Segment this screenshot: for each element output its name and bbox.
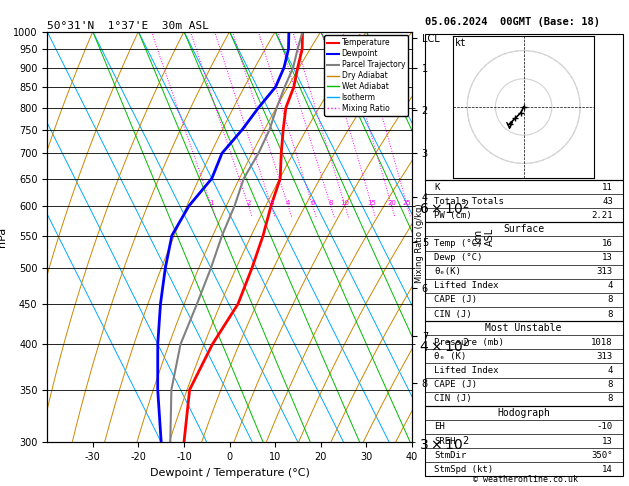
Text: 10: 10 [340, 200, 350, 206]
Text: StmDir: StmDir [435, 451, 467, 460]
Text: Lifted Index: Lifted Index [435, 366, 499, 375]
Text: K: K [435, 183, 440, 191]
Text: PW (cm): PW (cm) [435, 211, 472, 220]
Text: 14: 14 [602, 465, 613, 474]
Text: Mixing Ratio (g/kg): Mixing Ratio (g/kg) [415, 203, 424, 283]
Text: CIN (J): CIN (J) [435, 394, 472, 403]
Text: Dewp (°C): Dewp (°C) [435, 253, 483, 262]
Text: 6: 6 [310, 200, 315, 206]
Text: 15: 15 [367, 200, 376, 206]
Text: θₑ(K): θₑ(K) [435, 267, 461, 276]
Text: 43: 43 [602, 197, 613, 206]
Text: 313: 313 [597, 352, 613, 361]
Text: 16: 16 [602, 239, 613, 248]
Text: EH: EH [435, 422, 445, 432]
Text: 25: 25 [403, 200, 411, 206]
Text: 8: 8 [608, 310, 613, 318]
Text: 2: 2 [247, 200, 250, 206]
Text: Totals Totals: Totals Totals [435, 197, 504, 206]
Text: 8: 8 [608, 380, 613, 389]
Text: kt: kt [455, 38, 466, 48]
Text: 20: 20 [387, 200, 396, 206]
Text: Hodograph: Hodograph [497, 408, 550, 418]
Text: 2.21: 2.21 [591, 211, 613, 220]
Text: CAPE (J): CAPE (J) [435, 295, 477, 304]
Text: Temp (°C): Temp (°C) [435, 239, 483, 248]
Text: 8: 8 [608, 394, 613, 403]
Text: 50°31'N  1°37'E  30m ASL: 50°31'N 1°37'E 30m ASL [47, 21, 209, 31]
Text: StmSpd (kt): StmSpd (kt) [435, 465, 494, 474]
Text: Pressure (mb): Pressure (mb) [435, 338, 504, 347]
X-axis label: Dewpoint / Temperature (°C): Dewpoint / Temperature (°C) [150, 468, 309, 478]
Text: 13: 13 [602, 253, 613, 262]
Text: 1018: 1018 [591, 338, 613, 347]
Text: 313: 313 [597, 267, 613, 276]
Text: 3: 3 [269, 200, 274, 206]
Text: 4: 4 [608, 281, 613, 290]
Legend: Temperature, Dewpoint, Parcel Trajectory, Dry Adiabat, Wet Adiabat, Isotherm, Mi: Temperature, Dewpoint, Parcel Trajectory… [324, 35, 408, 116]
Text: 11: 11 [602, 183, 613, 191]
Text: CIN (J): CIN (J) [435, 310, 472, 318]
Text: 05.06.2024  00GMT (Base: 18): 05.06.2024 00GMT (Base: 18) [425, 17, 599, 27]
Y-axis label: km
ASL: km ASL [473, 228, 495, 246]
Text: CAPE (J): CAPE (J) [435, 380, 477, 389]
Text: © weatheronline.co.uk: © weatheronline.co.uk [473, 474, 577, 484]
Y-axis label: hPa: hPa [0, 227, 8, 247]
Text: SREH: SREH [435, 436, 456, 446]
Text: Most Unstable: Most Unstable [486, 323, 562, 333]
Text: 13: 13 [602, 436, 613, 446]
Text: 1: 1 [209, 200, 214, 206]
Text: -10: -10 [597, 422, 613, 432]
Text: 4: 4 [608, 366, 613, 375]
Text: 4: 4 [286, 200, 291, 206]
Text: Surface: Surface [503, 225, 544, 234]
Text: 350°: 350° [591, 451, 613, 460]
Text: θₑ (K): θₑ (K) [435, 352, 467, 361]
Text: Lifted Index: Lifted Index [435, 281, 499, 290]
Text: 8: 8 [608, 295, 613, 304]
Text: 8: 8 [328, 200, 333, 206]
